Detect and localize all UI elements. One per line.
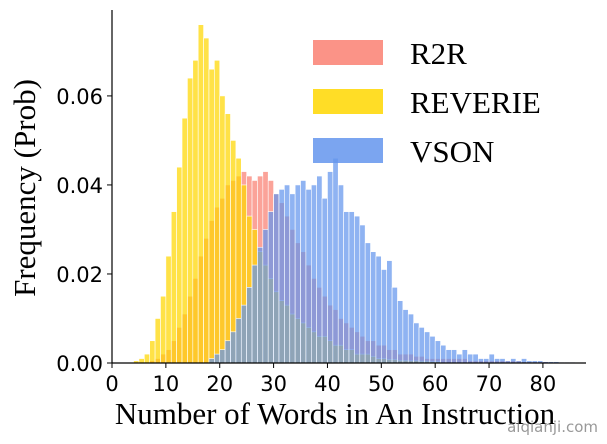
x-tick-label: 20 (206, 372, 233, 396)
bar (445, 349, 452, 364)
bar (391, 287, 398, 364)
bar (149, 340, 156, 364)
bar (170, 211, 177, 364)
y-axis-label: Frequency (Prob) (7, 79, 42, 297)
bar (165, 255, 172, 364)
bar (477, 358, 484, 364)
x-tick-label: 40 (314, 372, 341, 396)
bar (214, 353, 221, 364)
bar (510, 358, 517, 364)
bar (278, 189, 285, 364)
bar (348, 211, 355, 364)
x-tick-label: 30 (260, 372, 287, 396)
bar (413, 322, 420, 364)
x-axis-label: Number of Words in An Instruction (115, 396, 556, 431)
x-tick-label: 50 (368, 372, 395, 396)
bar (203, 37, 210, 364)
bar (354, 215, 361, 364)
bar (246, 287, 253, 364)
legend-label: REVERIE (410, 85, 541, 120)
legend-label: VSON (410, 134, 494, 169)
bar (273, 193, 280, 364)
bar (138, 358, 145, 364)
bar (230, 140, 237, 364)
bar (343, 211, 350, 364)
bar (424, 331, 431, 364)
bar (332, 157, 339, 364)
bar (176, 166, 183, 364)
bar (219, 349, 226, 364)
bar (284, 184, 291, 364)
bar (310, 184, 317, 364)
bar (461, 349, 468, 364)
x-tick-label: 70 (476, 372, 503, 396)
bar (499, 358, 506, 364)
bar (294, 184, 301, 364)
bar (262, 229, 269, 364)
bar (305, 189, 312, 364)
x-tick-label: 60 (422, 372, 449, 396)
bar (208, 68, 215, 364)
bar (434, 340, 441, 364)
bar (407, 313, 414, 364)
bar (386, 260, 393, 364)
legend-swatch (313, 138, 383, 163)
bar (224, 340, 231, 364)
bars (133, 24, 576, 364)
x-tick-label: 0 (105, 372, 118, 396)
legend-swatch (313, 89, 383, 114)
bar (375, 255, 382, 364)
bar (467, 353, 474, 364)
bar (208, 358, 215, 364)
bar (144, 353, 151, 364)
x-tick-label: 80 (530, 372, 557, 396)
bar (397, 300, 404, 364)
bar (160, 295, 167, 364)
legend-label: R2R (410, 36, 467, 71)
bar (224, 113, 231, 364)
bar (181, 117, 188, 364)
bar (337, 184, 344, 364)
bar (267, 211, 274, 364)
bar (402, 309, 409, 364)
bar (327, 171, 334, 364)
bar (300, 180, 307, 364)
bar (219, 95, 226, 364)
bar (321, 197, 328, 364)
bar (364, 242, 371, 364)
bar (359, 224, 366, 364)
bar (240, 304, 247, 364)
bar (289, 193, 296, 364)
bar (187, 77, 194, 364)
bar (488, 353, 495, 364)
watermark: aiqianji.com (507, 418, 598, 436)
bar (451, 349, 458, 364)
y-tick-label: 0.04 (56, 174, 103, 198)
bar (483, 358, 490, 364)
bar (521, 358, 528, 364)
bar (316, 175, 323, 364)
bar (429, 335, 436, 364)
bar (418, 327, 425, 364)
y-tick-label: 0.06 (56, 85, 103, 109)
bar (230, 331, 237, 364)
bar (235, 318, 242, 364)
bar (251, 264, 258, 364)
bar (440, 344, 447, 364)
bar (154, 318, 161, 364)
bar (197, 24, 204, 364)
bar (370, 251, 377, 364)
y-tick-label: 0.02 (56, 263, 103, 287)
x-tick-label: 10 (152, 372, 179, 396)
legend-swatch (313, 40, 383, 65)
bar (494, 358, 501, 364)
y-tick-label: 0.00 (56, 352, 103, 376)
bar (214, 60, 221, 364)
bar (257, 246, 264, 364)
bar (472, 353, 479, 364)
bar (192, 60, 199, 364)
bar (381, 269, 388, 364)
bar (456, 353, 463, 364)
